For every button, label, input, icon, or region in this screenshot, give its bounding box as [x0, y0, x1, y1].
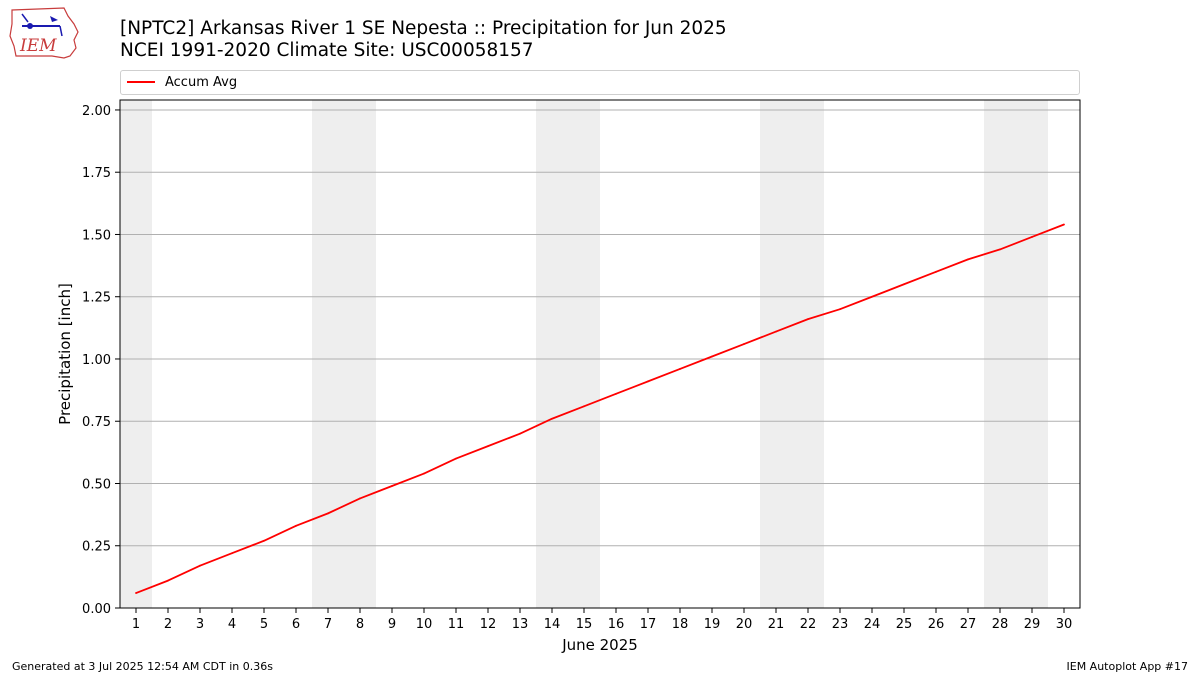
data-point: [679, 368, 681, 370]
y-axis-label: Precipitation [inch]: [56, 283, 74, 425]
chart-legend: Accum Avg: [120, 70, 1080, 95]
x-tick-label: 13: [512, 617, 529, 632]
data-point: [455, 457, 457, 460]
x-tick-label: 3: [196, 617, 204, 632]
y-tick-label: 1.00: [82, 353, 111, 368]
y-tick-label: 1.25: [82, 291, 111, 306]
data-point: [231, 552, 233, 555]
data-point: [423, 472, 425, 475]
y-tick-label: 0.75: [82, 415, 111, 430]
series-line-accum-avg: [135, 223, 1065, 594]
legend-label-accum-avg: Accum Avg: [165, 75, 238, 90]
x-tick-label: 22: [800, 617, 817, 632]
x-tick-label: 17: [640, 617, 657, 632]
data-point: [775, 330, 777, 333]
x-tick-label: 29: [1024, 617, 1041, 632]
data-point: [167, 579, 169, 582]
x-tick-label: 21: [768, 617, 785, 632]
data-point: [967, 258, 969, 261]
y-tick-label: 0.00: [82, 602, 111, 617]
legend-swatch-accum-avg: [127, 81, 155, 83]
x-tick-label: 24: [864, 617, 881, 632]
data-point: [871, 295, 873, 298]
x-tick-label: 9: [388, 617, 396, 632]
data-point: [807, 318, 809, 321]
data-point: [839, 308, 841, 311]
data-point: [903, 283, 905, 286]
footer-app: IEM Autoplot App #17: [1066, 660, 1189, 673]
x-axis-label: June 2025: [561, 636, 638, 654]
data-point: [647, 380, 649, 383]
x-tick-label: 6: [292, 617, 300, 632]
x-tick-label: 7: [324, 617, 332, 632]
x-tick-label: 27: [960, 617, 977, 632]
x-tick-label: 4: [228, 617, 236, 632]
data-point: [327, 512, 329, 515]
x-tick-label: 1: [132, 617, 140, 632]
footer-generated: Generated at 3 Jul 2025 12:54 AM CDT in …: [12, 660, 273, 673]
y-tick-label: 0.25: [82, 540, 111, 555]
data-point: [999, 248, 1001, 251]
svg-text:IEM: IEM: [19, 36, 57, 56]
data-point: [359, 497, 361, 500]
weekend-band-4: [760, 100, 824, 608]
y-tick-label: 2.00: [82, 104, 111, 119]
y-tick-label: 1.50: [82, 228, 111, 243]
data-point: [615, 392, 617, 395]
data-point: [711, 355, 713, 358]
x-tick-label: 26: [928, 617, 945, 632]
x-tick-label: 14: [544, 617, 561, 632]
x-tick-label: 2: [164, 617, 172, 632]
x-tick-label: 11: [448, 617, 465, 632]
plot-frame: [119, 99, 1081, 609]
x-tick-label: 19: [704, 617, 721, 632]
data-point: [1063, 223, 1065, 226]
x-tick-label: 12: [480, 617, 497, 632]
x-tick-label: 16: [608, 617, 625, 632]
weekend-band-3: [536, 100, 600, 608]
data-point: [583, 405, 585, 408]
data-point: [391, 485, 393, 487]
weekend-band-2: [312, 100, 376, 608]
x-tick-label: 10: [416, 617, 433, 632]
data-point: [487, 445, 489, 448]
data-point: [1031, 236, 1033, 238]
y-tick-label: 0.50: [82, 477, 111, 492]
x-tick-label: 30: [1056, 617, 1073, 632]
data-point: [935, 270, 937, 273]
data-point: [295, 524, 297, 527]
chart-subtitle: NCEI 1991-2020 Climate Site: USC00058157: [120, 40, 534, 61]
weekend-band-1: [120, 100, 152, 608]
weekend-band-5: [984, 100, 1048, 608]
iem-logo: IEM: [9, 7, 79, 59]
x-tick-label: 20: [736, 617, 753, 632]
chart-title: [NPTC2] Arkansas River 1 SE Nepesta :: P…: [120, 18, 727, 39]
x-tick-label: 23: [832, 617, 849, 632]
x-tick-label: 15: [576, 617, 593, 632]
data-point: [519, 432, 521, 435]
y-tick-label: 1.75: [82, 166, 111, 181]
data-point: [263, 539, 265, 542]
data-point: [743, 343, 745, 345]
data-point: [551, 417, 553, 420]
x-tick-label: 5: [260, 617, 268, 632]
data-point: [135, 592, 137, 594]
data-point: [199, 564, 201, 567]
x-tick-label: 18: [672, 617, 689, 632]
x-tick-label: 25: [896, 617, 913, 632]
x-tick-label: 28: [992, 617, 1009, 632]
x-tick-label: 8: [356, 617, 364, 632]
